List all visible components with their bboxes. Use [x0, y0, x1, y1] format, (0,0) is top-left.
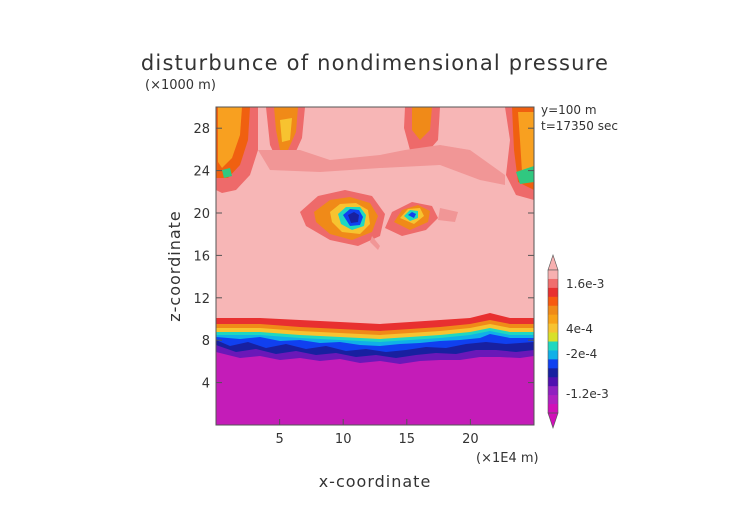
colorbar-swatch-3 [548, 296, 558, 307]
y-tick-label-0: 4 [202, 377, 210, 392]
upper-contours [216, 107, 534, 200]
low-level-layer [216, 313, 534, 425]
plot-frame [215, 106, 535, 426]
colorbar-swatch-6 [548, 323, 558, 334]
left-vortex-core [348, 212, 359, 223]
x-tick-label-1: 10 [335, 432, 352, 447]
mid-level-vortices [300, 190, 458, 250]
annotation-y: y=100 m [541, 103, 597, 117]
y-tick-label-5: 24 [193, 165, 210, 180]
colorbar-label-2: 4e-4 [566, 322, 593, 336]
colorbar-label-3: -2e-4 [566, 347, 597, 361]
upper-mid-blob-inner [280, 118, 292, 142]
colorbar-label-1: 1.6e-3 [566, 277, 604, 291]
colorbar-swatch-8 [548, 341, 558, 351]
plot-area [215, 106, 535, 426]
colorbar [547, 254, 559, 429]
colorbar-swatch-15 [548, 404, 558, 414]
y-tick-label-3: 16 [193, 249, 210, 264]
annotation-time: t=17350 sec [541, 119, 618, 133]
y-unit-label: (×1000 m) [145, 78, 216, 93]
x-axis: 5 10 15 20 [275, 419, 479, 447]
colorbar-bottom-arrow [547, 412, 559, 429]
y-tick-label-4: 20 [193, 207, 210, 222]
y-tick-label-6: 28 [193, 122, 210, 137]
colorbar-frame [547, 269, 559, 414]
low-layer-magenta [216, 352, 534, 425]
x-tick-label-2: 15 [399, 432, 416, 447]
colorbar-swatch-12 [548, 377, 558, 387]
colorbar-swatch-2 [548, 287, 558, 298]
colorbar-label-4: -1.2e-3 [566, 387, 609, 401]
colorbar-swatch-0 [548, 270, 558, 280]
y-axis: 4 8 12 16 20 24 28 [193, 122, 534, 392]
upper-left-blob-inner [218, 107, 242, 168]
x-axis-label: x-coordinate [319, 472, 432, 491]
colorbar-swatch-5 [548, 314, 558, 325]
colorbar-top-arrow [547, 254, 559, 271]
colorbar-swatch-13 [548, 386, 558, 396]
colorbar-swatch-7 [548, 332, 558, 342]
upper-pink-band [258, 145, 505, 185]
upper-left-green [222, 168, 232, 178]
y-tick-label-2: 12 [193, 292, 210, 307]
colorbar-swatch-10 [548, 359, 558, 369]
mid-pink-halo [370, 208, 458, 250]
x-tick-label-0: 5 [275, 432, 283, 447]
y-tick-label-1: 8 [202, 334, 210, 349]
right-vortex-core [408, 212, 416, 218]
colorbar-swatch-14 [548, 395, 558, 405]
colorbar-swatch-4 [548, 305, 558, 316]
y-axis-label: z-coordinate [165, 210, 184, 322]
upper-right-edge-inner [518, 112, 534, 180]
chart-title: disturbunce of nondimensional pressure [141, 51, 609, 75]
colorbar-swatch-11 [548, 368, 558, 378]
upper-right-center-core [412, 107, 432, 140]
colorbar-swatch-1 [548, 278, 558, 289]
colorbar-swatch-9 [548, 350, 558, 360]
x-tick-label-3: 20 [462, 432, 479, 447]
x-unit-label: (×1E4 m) [476, 451, 539, 466]
